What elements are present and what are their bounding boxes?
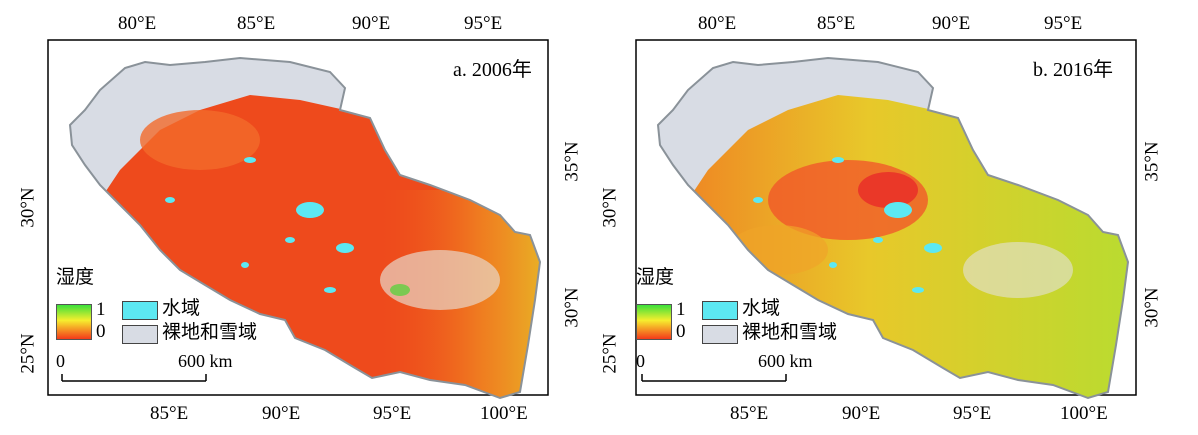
scale-start: 0 [56, 351, 65, 371]
legend-min: 0 [96, 321, 106, 342]
tick-top-80: 80°E [698, 13, 737, 34]
tick-left-25: 25°N [17, 333, 39, 374]
tick-top-90: 90°E [932, 13, 971, 34]
tick-top-95: 95°E [1044, 13, 1083, 34]
tick-bottom-100: 100°E [1060, 403, 1108, 424]
bare-swatch [702, 325, 738, 344]
tick-bottom-95: 95°E [953, 403, 992, 424]
humidity-gradient [56, 304, 92, 340]
tick-bottom-85: 85°E [730, 403, 769, 424]
legend-title: 湿度 [56, 266, 95, 288]
tick-bottom-95: 95°E [373, 403, 412, 424]
tick-bottom-100: 100°E [480, 403, 528, 424]
tick-bottom-85: 85°E [150, 403, 189, 424]
tick-right-30: 30°N [561, 287, 583, 328]
water-swatch [122, 301, 158, 320]
tick-top-85: 85°E [817, 13, 856, 34]
tick-left-30: 30°N [17, 187, 39, 228]
legend-bare-label: 裸地和雪域 [742, 321, 838, 343]
tick-top-85: 85°E [237, 13, 276, 34]
tick-right-30: 30°N [1141, 287, 1163, 328]
legend-max: 1 [96, 299, 106, 320]
tick-bottom-90: 90°E [842, 403, 881, 424]
map-panel-b: b. 2016年 80°E 85°E 90°E 95°E 85°E 90°E 9… [588, 0, 1178, 435]
tick-left-30: 30°N [599, 187, 621, 228]
tick-bottom-90: 90°E [262, 403, 301, 424]
legend-water-label: 水域 [162, 297, 201, 319]
map-panel-a: a. 2006年 80°E 85°E 90°E 95°E 85°E 90°E 9… [0, 0, 590, 435]
legend-min: 0 [676, 321, 686, 342]
scale-end: 600 km [178, 351, 233, 371]
water-swatch [702, 301, 738, 320]
tick-top-90: 90°E [352, 13, 391, 34]
panel-label: a. 2006年 [453, 59, 532, 81]
panel-label: b. 2016年 [1033, 59, 1113, 81]
map-frame [47, 39, 549, 396]
tick-top-95: 95°E [464, 13, 503, 34]
legend-water-label: 水域 [742, 297, 781, 319]
scale-start: 0 [636, 351, 645, 371]
humidity-gradient [636, 304, 672, 340]
legend-max: 1 [676, 299, 686, 320]
legend-bare-label: 裸地和雪域 [162, 321, 258, 343]
tick-top-80: 80°E [118, 13, 157, 34]
tick-left-25: 25°N [599, 333, 621, 374]
legend-title: 湿度 [636, 266, 675, 288]
map-frame [635, 39, 1137, 396]
scale-end: 600 km [758, 351, 813, 371]
bare-swatch [122, 325, 158, 344]
tick-right-35: 35°N [1141, 141, 1163, 182]
tick-right-35: 35°N [561, 141, 583, 182]
